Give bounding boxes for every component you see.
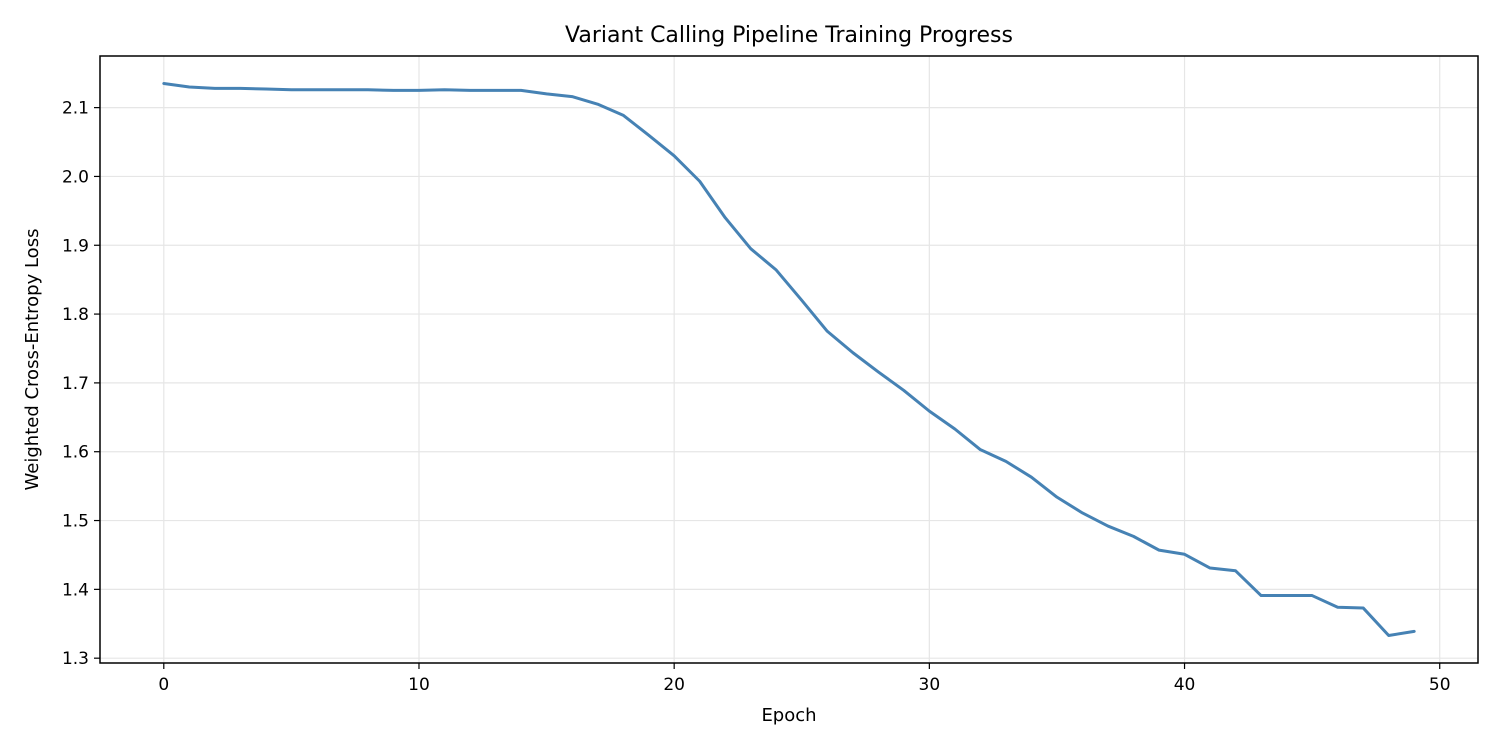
y-tick-label: 2.0 (62, 167, 89, 187)
y-tick-label: 1.3 (62, 649, 89, 669)
series-layer (162, 82, 1416, 637)
y-axis: 1.3 1.4 1.5 1.6 1.7 1.8 1.9 2.0 2.1 (62, 99, 100, 669)
grid (100, 56, 1478, 663)
x-axis-label: Epoch (761, 705, 816, 726)
x-tick-label: 50 (1429, 675, 1451, 695)
y-tick-label: 1.9 (62, 236, 89, 256)
x-tick-label: 0 (158, 675, 169, 695)
y-tick-label: 1.4 (62, 580, 89, 600)
x-tick-label: 20 (663, 675, 685, 695)
x-tick-label: 40 (1174, 675, 1196, 695)
y-axis-label: Weighted Cross-Entropy Loss (22, 229, 43, 491)
y-tick-label: 1.5 (62, 512, 89, 532)
plot-frame (99, 55, 1479, 664)
y-tick-label: 2.1 (62, 99, 89, 119)
x-tick-label: 30 (919, 675, 941, 695)
y-tick-label: 1.6 (62, 443, 89, 463)
loss-series-line (162, 82, 1416, 637)
chart-title: Variant Calling Pipeline Training Progre… (565, 23, 1013, 48)
x-tick-label: 10 (408, 675, 430, 695)
x-axis: 0 10 20 30 40 50 (158, 663, 1451, 695)
y-tick-label: 1.7 (62, 374, 89, 394)
y-tick-label: 1.8 (62, 305, 89, 325)
